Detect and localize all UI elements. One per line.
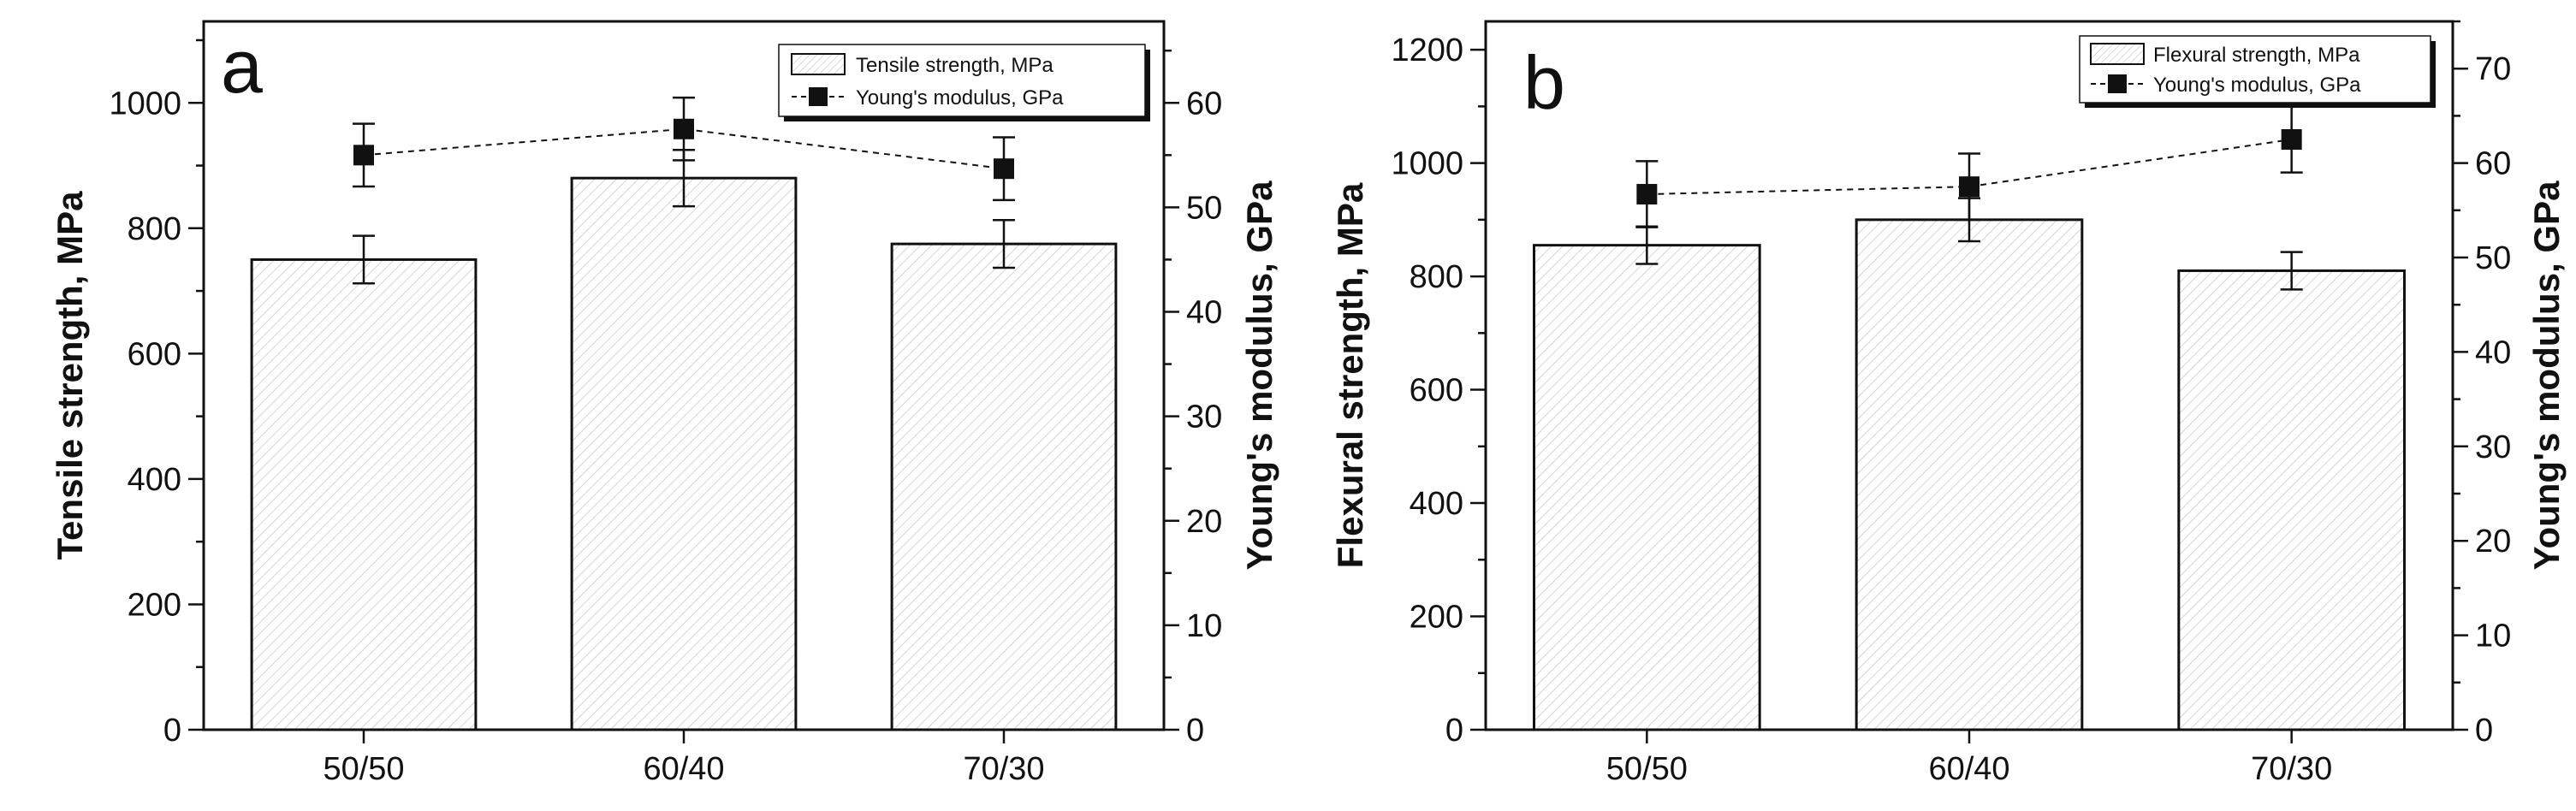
y-tick-label-right: 70: [2475, 51, 2511, 87]
bar: [570, 176, 798, 731]
legend-bar-label: Flexural strength, MPa: [2153, 44, 2360, 67]
y-tick-label-right: 10: [2475, 619, 2511, 654]
legend-bar-swatch: [2090, 43, 2145, 65]
legend-marker-swatch: [2108, 74, 2127, 93]
y-tick-label-right: 60: [2475, 146, 2511, 182]
legend-bar-swatch: [791, 53, 846, 75]
legend-shadow-right: [2431, 41, 2436, 108]
y-tick-label-right: 20: [1186, 504, 1222, 540]
panel-letter: b: [1523, 40, 1565, 125]
y-axis-title-right: Young's modulus, GPa: [2526, 181, 2567, 571]
y-tick-label-left: 0: [163, 713, 181, 749]
y-tick-label-left: 1000: [109, 86, 181, 121]
y-tick-label-left: 800: [1410, 259, 1463, 295]
x-tick-label: 60/40: [1928, 751, 2009, 787]
legend-bar-label: Tensile strength, MPa: [856, 54, 1054, 77]
y-tick-label-right: 10: [1186, 608, 1222, 644]
y-axis-title-left: Flexural strength, MPa: [1330, 182, 1370, 568]
y-tick-label-left: 200: [128, 587, 181, 623]
y-tick-label-left: 1200: [1391, 33, 1463, 68]
legend-shadow-right: [1145, 50, 1150, 121]
series-line-youngs-modulus: [363, 127, 1005, 170]
legend-line-label: Young's modulus, GPa: [2153, 74, 2361, 97]
chart-panel-a: 0 200 400 600 800 1000 0 10 20 30 40 50 60 50/50 60/…: [50, 20, 1279, 787]
chart-panel-b: 0 200 400 600 800 1000 1200 0 10 20 30 40 50 60 70 50…: [1330, 20, 2567, 787]
panel-letter: a: [221, 24, 263, 109]
y-tick-label-left: 200: [1410, 600, 1463, 636]
legend: Tensile strength, MPa Young's modulus, G…: [778, 44, 1150, 121]
legend: Flexural strength, MPa Young's modulus, …: [2079, 35, 2436, 108]
y-axis-title-right: Young's modulus, GPa: [1239, 181, 1279, 571]
y-tick-label-left: 600: [128, 336, 181, 372]
y-tick-label-right: 0: [2475, 713, 2493, 749]
y-tick-label-left: 1000: [1391, 146, 1463, 182]
y-tick-label-left: 800: [128, 211, 181, 247]
y-tick-label-right: 0: [1186, 713, 1204, 749]
data-point-marker: [1959, 176, 1979, 198]
x-tick-label: 50/50: [1606, 751, 1688, 787]
legend-shadow-bottom: [2085, 103, 2436, 108]
series-line-youngs-modulus: [1647, 139, 2292, 196]
y-tick-label-right: 40: [2475, 334, 2511, 370]
legend-line-label: Young's modulus, GPa: [856, 86, 1064, 110]
y-tick-label-right: 50: [1186, 190, 1222, 226]
y-tick-label-left: 400: [1410, 486, 1463, 522]
y-tick-label-left: 400: [128, 462, 181, 498]
y-tick-label-right: 20: [2475, 524, 2511, 559]
y-tick-label-right: 50: [2475, 240, 2511, 276]
y-tick-label-right: 30: [2475, 429, 2511, 465]
data-point-marker: [674, 118, 694, 139]
bar: [1533, 244, 1761, 731]
data-point-marker: [2281, 129, 2302, 150]
data-point-marker: [353, 145, 374, 166]
y-tick-label-left: 0: [1445, 713, 1463, 749]
y-tick-label-right: 40: [1186, 295, 1222, 331]
x-tick-label: 60/40: [643, 751, 724, 787]
bar: [250, 258, 478, 731]
data-point-marker: [1636, 184, 1658, 205]
y-tick-label-right: 30: [1186, 400, 1222, 435]
x-tick-label: 50/50: [323, 751, 404, 787]
bar: [890, 242, 1118, 731]
data-point-marker: [994, 158, 1014, 180]
y-axis-title-left: Tensile strength, MPa: [50, 191, 90, 560]
legend-marker-swatch: [809, 87, 828, 106]
legend-shadow-bottom: [784, 116, 1150, 121]
bar: [2177, 269, 2406, 731]
bar: [1855, 218, 2084, 731]
y-tick-label-right: 60: [1186, 86, 1222, 121]
y-tick-label-left: 600: [1410, 373, 1463, 409]
x-tick-label: 70/30: [963, 751, 1044, 787]
x-tick-label: 70/30: [2251, 751, 2332, 787]
